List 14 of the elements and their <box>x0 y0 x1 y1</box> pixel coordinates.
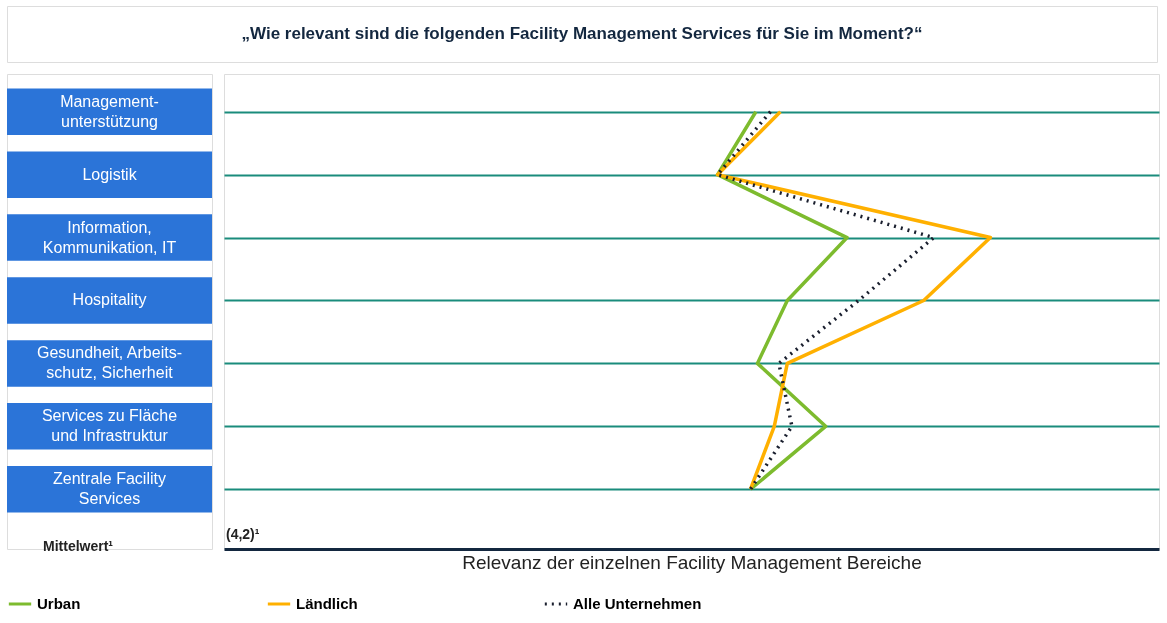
y-tick-label: Logistik <box>82 165 138 183</box>
y-tick-label: Gesundheit, Arbeits- schutz, Sicherheit <box>37 344 182 382</box>
y-tick-label: Zentrale Facility Services <box>53 470 166 508</box>
chart-title: „Wie relevant sind die folgenden Facility Management Services für Sie im Moment?“ <box>241 24 923 43</box>
y-tick-label: Hospitality <box>72 291 147 309</box>
y-tick-label: Management- unterstützung <box>60 92 159 130</box>
text: Mittelwert¹ <box>43 538 114 554</box>
y-tick-label: Services zu Fläche und Infrastruktur <box>41 407 178 445</box>
annotation: (4,2)¹ <box>226 526 260 542</box>
legend-label: Ländlich <box>296 595 358 612</box>
x-axis-title: Relevanz der einzelnen Facility Management Bereiche <box>462 551 922 573</box>
y-tick-label: Information, Kommunikation, IT <box>42 218 177 256</box>
legend-label: Alle Unternehmen <box>573 595 702 612</box>
legend-label: Urban <box>37 595 81 612</box>
